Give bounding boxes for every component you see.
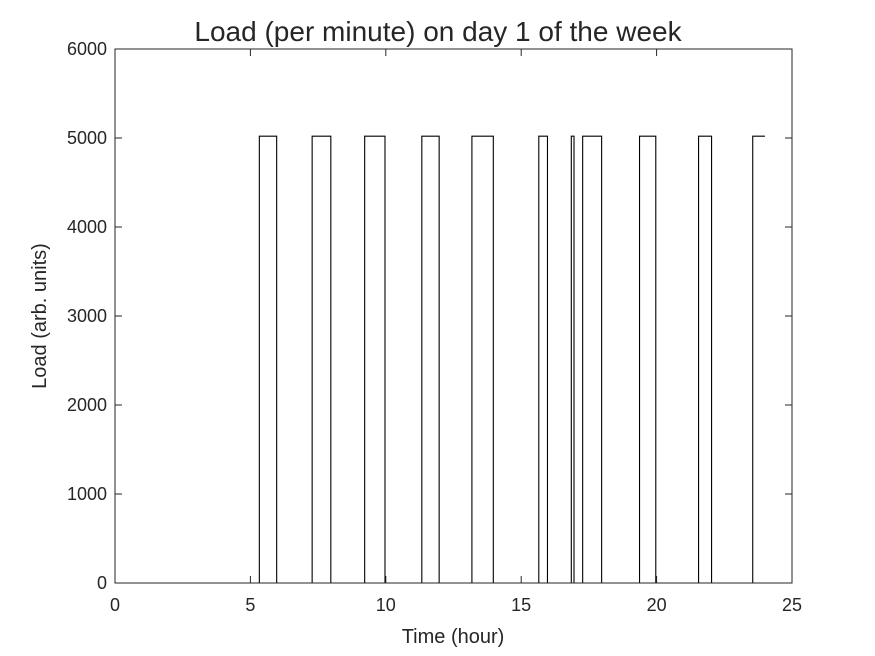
- x-axis-label: Time (hour): [402, 626, 505, 648]
- x-tick-label: 15: [511, 595, 531, 615]
- load-series-line: [115, 135, 765, 584]
- x-tick-label: 5: [245, 595, 255, 615]
- y-tick-label: 1000: [67, 484, 107, 504]
- y-tick-label: 5000: [67, 128, 107, 148]
- y-tick-label: 3000: [67, 306, 107, 326]
- x-tick-label: 10: [376, 595, 396, 615]
- plot-area-frame: [114, 48, 793, 584]
- y-tick-label: 4000: [67, 217, 107, 237]
- chart-title: Load (per minute) on day 1 of the week: [194, 16, 682, 47]
- x-tick-label: 20: [647, 595, 667, 615]
- x-tick-label: 25: [782, 595, 802, 615]
- y-axis-label: Load (arb. units): [29, 243, 51, 389]
- x-axis-ticks: 0 5 10 15 20 25: [110, 49, 802, 615]
- x-tick-label: 0: [110, 595, 120, 615]
- y-tick-label: 2000: [67, 395, 107, 415]
- y-tick-label: 0: [97, 573, 107, 593]
- y-tick-label: 6000: [67, 39, 107, 59]
- y-axis-ticks: 0 1000 2000 3000 4000 5000 6000: [67, 39, 792, 593]
